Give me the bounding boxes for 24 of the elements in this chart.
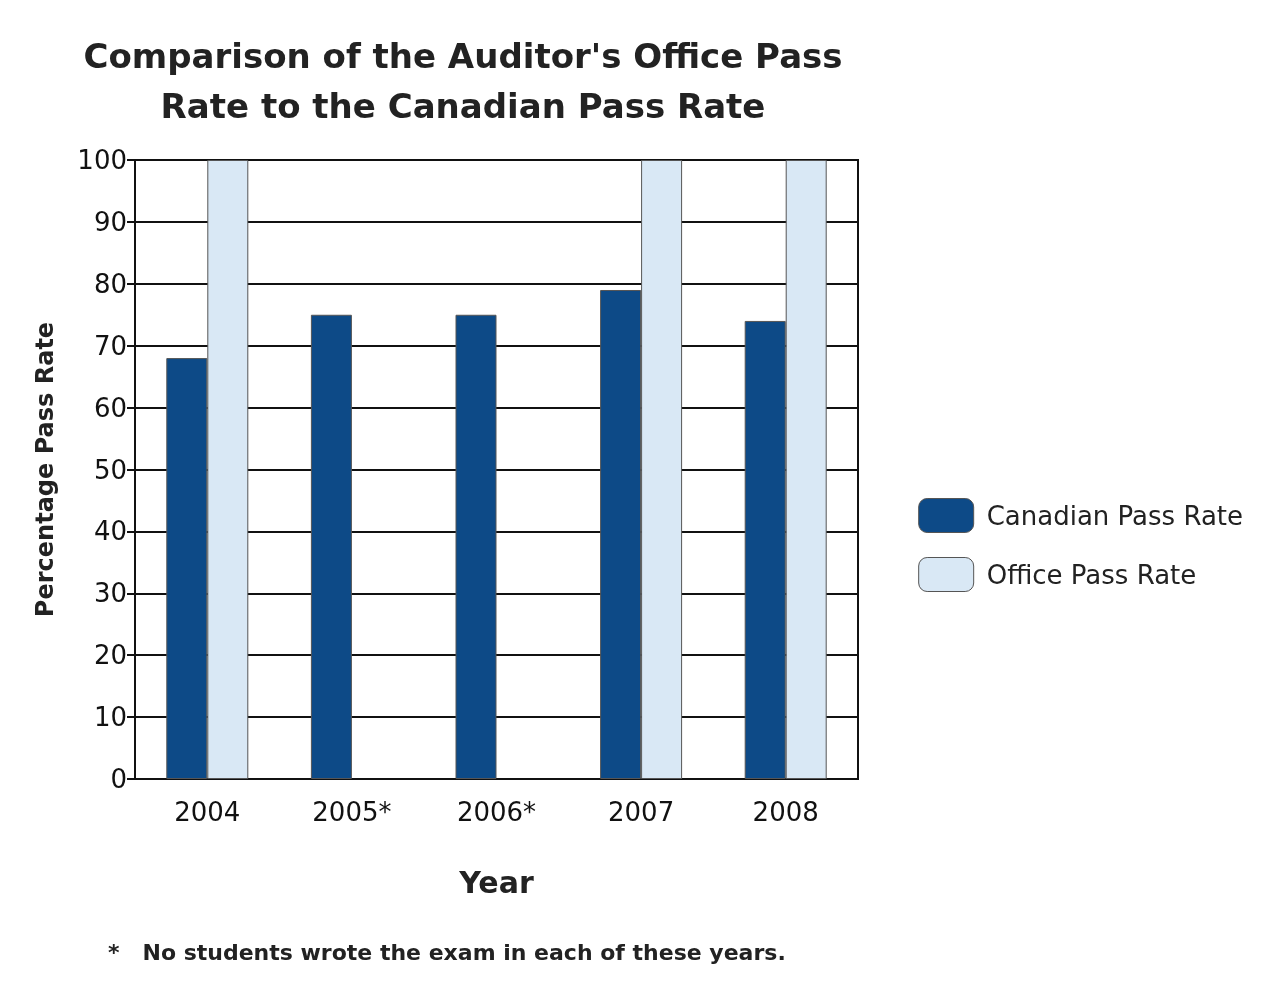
x-tick-label: 2004 xyxy=(174,797,241,827)
x-tick-label: 2007 xyxy=(608,797,675,827)
x-tick-label: 2006* xyxy=(456,797,537,827)
bar xyxy=(455,314,497,779)
y-tick-label: 80 xyxy=(93,268,127,299)
y-tick-label: 40 xyxy=(93,516,127,547)
text: * No students wrote the exam in each of these years. xyxy=(108,939,786,965)
y-tick-label: 10 xyxy=(93,702,127,733)
legend-label: Canadian Pass Rate xyxy=(986,500,1244,531)
y-tick-label: 70 xyxy=(93,330,127,361)
y-tick-label: 30 xyxy=(93,578,127,609)
chart-title: Comparison of the Auditor's Office Pass Rate to the Canadian Pass Rate xyxy=(83,36,843,126)
y-tick-label: 90 xyxy=(93,206,127,237)
y-axis-title: Percentage Pass Rate xyxy=(31,321,59,618)
y-tick-label: 50 xyxy=(93,454,127,485)
x-tick-label: 2008 xyxy=(752,797,819,827)
y-tick-label: 60 xyxy=(93,392,127,423)
bar xyxy=(310,314,352,779)
x-tick-label: 2005* xyxy=(312,797,392,827)
y-tick-label: 20 xyxy=(93,640,127,671)
x-axis-title: Year xyxy=(458,864,534,900)
legend-label: Office Pass Rate xyxy=(986,559,1197,590)
y-tick-label: 100 xyxy=(77,145,127,175)
y-tick-label: 0 xyxy=(110,764,127,794)
